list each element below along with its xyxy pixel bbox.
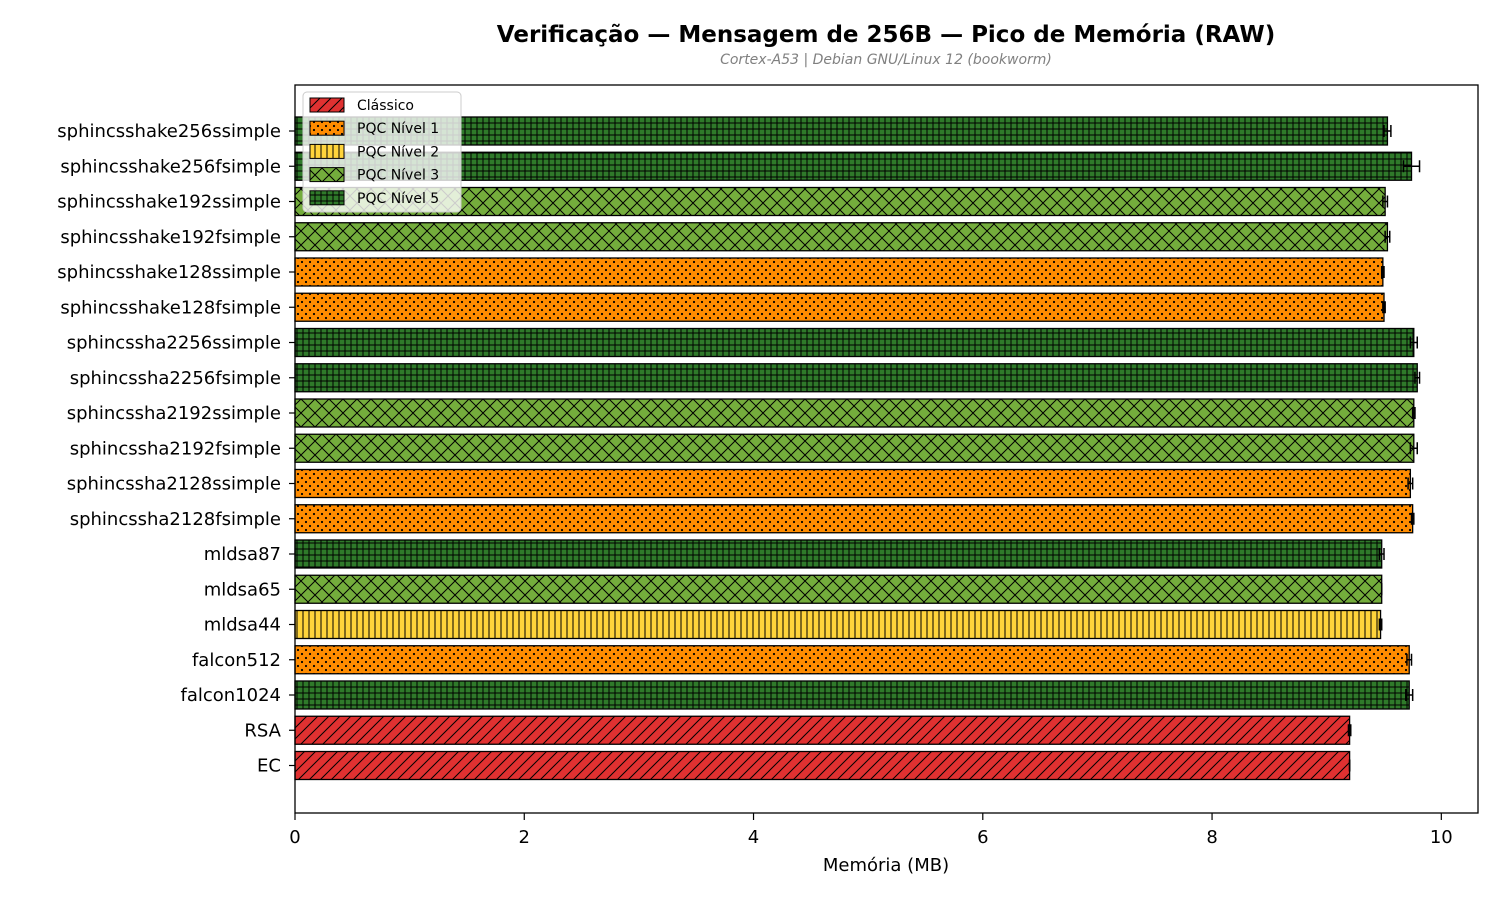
legend-item-pqc2: PQC Nível 2 — [309, 143, 439, 160]
y-tick-label: mldsa65 — [204, 579, 281, 600]
bar-sphincssha2192ssimple — [294, 398, 1415, 428]
x-tick-label: 6 — [977, 827, 988, 848]
error-bar-sphincsshake256fsimple — [1402, 160, 1421, 173]
x-tick-label: 10 — [1430, 827, 1453, 848]
plot-area-frame — [294, 84, 1479, 814]
bar-sphincsshake128fsimple — [294, 292, 1385, 322]
y-tick-label: sphincsshake128ssimple — [57, 262, 281, 283]
bar-sphincssha2256ssimple — [294, 327, 1415, 358]
bar-sphincssha2128fsimple — [294, 504, 1414, 534]
bar-sphincssha2128ssimple — [294, 468, 1412, 499]
bar-sphincssha2256fsimple — [294, 363, 1418, 393]
legend-label: PQC Nível 1 — [357, 121, 439, 137]
x-tick-label: 4 — [748, 827, 759, 848]
legend-swatch — [309, 97, 345, 113]
legend-label: PQC Nível 2 — [357, 144, 439, 160]
legend-item-pqc3: PQC Nível 3 — [309, 167, 439, 184]
error-bar-mldsa44 — [1378, 618, 1383, 631]
bar-falcon512 — [294, 645, 1410, 675]
error-bar-sphincssha2256ssimple — [1409, 336, 1418, 349]
legend-item-pqc1: PQC Nível 1 — [309, 120, 439, 137]
chart-title: Verificação — Mensagem de 256B — Pico de… — [497, 22, 1275, 48]
bar-sphincsshake256ssimple — [294, 116, 1389, 146]
bar-sphincsshake192ssimple — [294, 186, 1386, 217]
y-tick-label: sphincssha2256fsimple — [70, 368, 281, 389]
legend-swatch — [309, 143, 345, 159]
bar-sphincsshake128ssimple — [294, 257, 1384, 287]
error-bar-falcon512 — [1406, 653, 1413, 666]
y-tick-label: sphincsshake256ssimple — [57, 121, 281, 142]
legend: Clássico PQC Nível 1 PQC Nível 2 PQC Nível … — [302, 91, 462, 213]
x-axis-ticks: 0 2 4 6 8 10 — [289, 813, 1453, 848]
y-tick-label: sphincsshake128fsimple — [60, 297, 281, 318]
y-tick-label: sphincssha2192ssimple — [67, 403, 281, 424]
y-tick-label: sphincssha2128ssimple — [67, 474, 281, 495]
bar-EC — [294, 750, 1351, 781]
y-tick-label: falcon1024 — [181, 685, 282, 706]
error-bar-sphincsshake256ssimple — [1383, 125, 1392, 137]
bar-mldsa44 — [294, 609, 1382, 640]
y-tick-label: sphincssha2192fsimple — [70, 438, 281, 459]
y-tick-label: sphincssha2256ssimple — [67, 333, 281, 354]
x-tick-label: 0 — [289, 827, 300, 848]
error-bar-sphincssha2192ssimple — [1411, 407, 1416, 419]
y-axis-ticks: sphincsshake256ssimple sphincsshake256fsi… — [57, 121, 295, 777]
y-tick-label: RSA — [244, 720, 281, 741]
bar-mldsa87 — [294, 539, 1383, 569]
error-bar-mldsa87 — [1378, 548, 1385, 560]
y-tick-label: mldsa44 — [204, 615, 281, 636]
bar-sphincssha2192fsimple — [294, 433, 1415, 463]
bar-sphincsshake192fsimple — [294, 222, 1389, 252]
y-tick-label: sphincsshake256fsimple — [60, 156, 281, 177]
legend-swatch — [309, 120, 345, 136]
y-tick-label: falcon512 — [192, 650, 281, 671]
y-tick-label: sphincssha2128fsimple — [70, 509, 281, 530]
error-bar-sphincsshake128fsimple — [1382, 301, 1386, 314]
error-bar-sphincssha2256fsimple — [1414, 371, 1421, 384]
y-tick-label: sphincsshake192ssimple — [57, 192, 281, 213]
y-tick-label: EC — [257, 756, 281, 777]
bar-sphincsshake256fsimple — [294, 151, 1413, 181]
x-axis-label: Memória (MB) — [823, 855, 949, 876]
error-bar-sphincssha2128fsimple — [1410, 512, 1415, 525]
error-bar-sphincssha2192fsimple — [1409, 442, 1418, 455]
error-bar-sphincssha2128ssimple — [1407, 477, 1414, 490]
bar-falcon1024 — [294, 680, 1410, 710]
error-bar-RSA — [1347, 724, 1352, 737]
error-bar-sphincsshake192fsimple — [1384, 230, 1391, 243]
bar-RSA — [294, 715, 1351, 745]
error-bar-sphincsshake192ssimple — [1382, 195, 1389, 208]
x-tick-label: 8 — [1206, 827, 1217, 848]
legend-swatch — [309, 167, 345, 183]
error-bar-falcon1024 — [1405, 689, 1414, 701]
x-tick-label: 2 — [519, 827, 530, 848]
legend-item-classic: Clássico — [309, 97, 414, 114]
error-bar-sphincsshake128ssimple — [1380, 266, 1385, 278]
y-tick-label: sphincsshake192fsimple — [60, 227, 281, 248]
legend-item-pqc5: PQC Nível 5 — [309, 190, 439, 207]
chart-subtitle: Cortex-A53 | Debian GNU/Linux 12 (bookwo… — [720, 52, 1052, 68]
y-tick-label: mldsa87 — [204, 544, 281, 565]
legend-label: Clássico — [357, 98, 414, 114]
legend-label: PQC Nível 3 — [357, 168, 439, 184]
bars-group — [294, 116, 1418, 781]
legend-label: PQC Nível 5 — [357, 191, 439, 207]
legend-swatch — [309, 190, 345, 206]
bar-mldsa65 — [294, 574, 1383, 604]
error-bars-group — [1347, 125, 1421, 772]
